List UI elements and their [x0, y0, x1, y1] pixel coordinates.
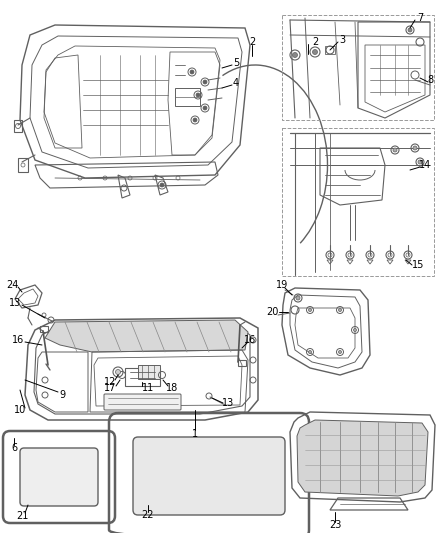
Bar	[325, 46, 335, 54]
Text: 11: 11	[142, 383, 154, 393]
Text: 1: 1	[192, 429, 198, 439]
Text: 20: 20	[266, 307, 278, 317]
Bar	[238, 360, 246, 366]
Text: 2: 2	[312, 37, 318, 47]
Circle shape	[203, 80, 207, 84]
Text: 2: 2	[249, 37, 255, 47]
Text: 24: 24	[6, 280, 18, 290]
Text: 16: 16	[12, 335, 24, 345]
FancyBboxPatch shape	[104, 394, 181, 410]
Text: 18: 18	[166, 383, 178, 393]
Circle shape	[408, 28, 412, 32]
Text: 9: 9	[59, 390, 65, 400]
FancyBboxPatch shape	[133, 437, 285, 515]
Bar	[14, 120, 22, 132]
Text: 13: 13	[222, 398, 234, 408]
Text: 7: 7	[417, 13, 423, 23]
Circle shape	[203, 106, 207, 110]
Polygon shape	[45, 320, 248, 352]
Circle shape	[418, 160, 422, 164]
Circle shape	[296, 296, 300, 300]
Text: 4: 4	[233, 78, 239, 88]
Circle shape	[116, 369, 120, 375]
Text: 8: 8	[427, 75, 433, 85]
Text: 23: 23	[329, 520, 341, 530]
Bar	[125, 368, 160, 386]
Text: 21: 21	[16, 511, 28, 521]
Circle shape	[413, 146, 417, 150]
Circle shape	[353, 328, 357, 332]
Text: 12: 12	[104, 377, 116, 387]
Polygon shape	[297, 420, 428, 496]
Text: 17: 17	[104, 383, 116, 393]
Text: 10: 10	[14, 405, 26, 415]
Circle shape	[160, 183, 164, 187]
Circle shape	[308, 351, 311, 353]
Text: 13: 13	[9, 298, 21, 308]
Circle shape	[308, 309, 311, 311]
Bar	[18, 158, 28, 172]
Circle shape	[339, 309, 342, 311]
Circle shape	[312, 50, 318, 54]
Bar	[138, 365, 160, 379]
Circle shape	[293, 52, 297, 58]
Bar	[40, 326, 48, 332]
Circle shape	[339, 351, 342, 353]
Text: 5: 5	[233, 58, 239, 68]
Bar	[175, 88, 200, 106]
Text: 16: 16	[244, 335, 256, 345]
Circle shape	[196, 93, 200, 97]
Circle shape	[193, 118, 197, 122]
Text: 14: 14	[419, 160, 431, 170]
Text: 6: 6	[11, 443, 17, 453]
Circle shape	[393, 148, 397, 152]
Text: 19: 19	[276, 280, 288, 290]
Text: 15: 15	[412, 260, 424, 270]
FancyBboxPatch shape	[20, 448, 98, 506]
Text: 22: 22	[142, 510, 154, 520]
Circle shape	[190, 70, 194, 74]
Text: 3: 3	[339, 35, 345, 45]
